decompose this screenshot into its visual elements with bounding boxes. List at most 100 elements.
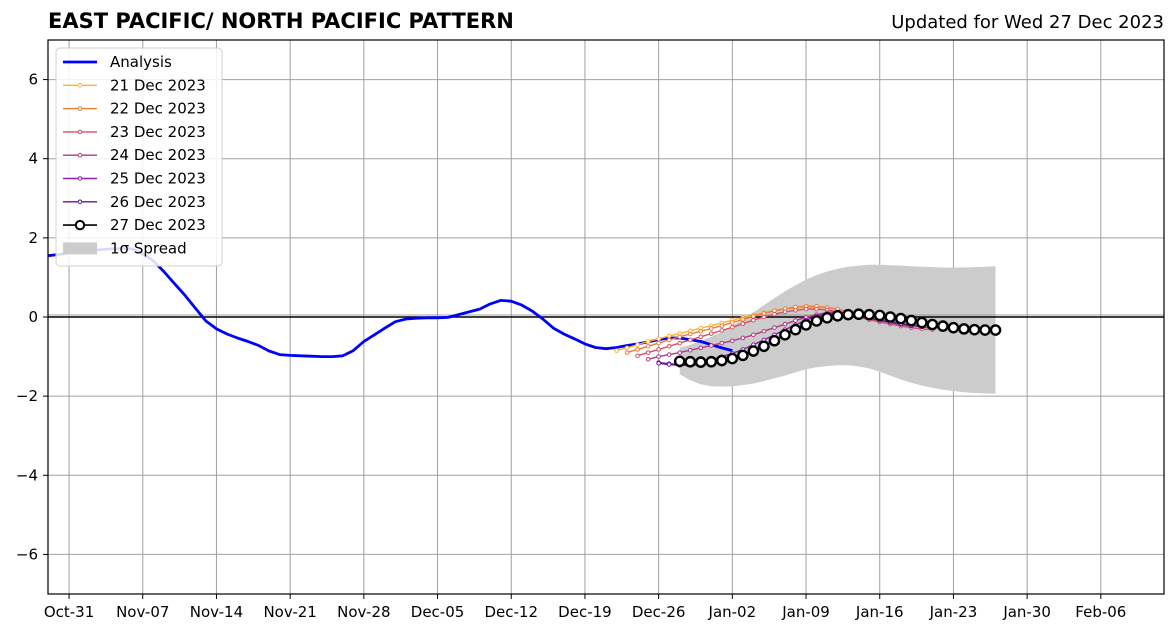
legend-swatch: [63, 242, 97, 255]
legend-item: 26 Dec 2023: [63, 193, 206, 211]
forecast-point: [730, 338, 735, 344]
latest-point: [989, 324, 1002, 336]
chart-title: EAST PACIFIC/ NORTH PACIFIC PATTERN: [48, 9, 514, 33]
latest-point: [884, 311, 897, 323]
legend-marker: [74, 219, 86, 231]
y-tick-label: 6: [28, 71, 38, 89]
forecast-point: [677, 340, 682, 346]
forecast-point: [740, 317, 746, 322]
plot-area: [48, 247, 1164, 394]
latest-point: [705, 355, 718, 368]
legend-item: 27 Dec 2023: [63, 216, 206, 234]
legend-label: 23 Dec 2023: [110, 123, 206, 141]
legend-item: 25 Dec 2023: [63, 170, 206, 188]
x-tick-label: Jan-09: [781, 603, 830, 621]
latest-point: [958, 323, 970, 335]
updated-label: Updated for Wed 27 Dec 2023: [891, 12, 1164, 33]
latest-point: [768, 334, 781, 347]
forecast-point: [666, 343, 672, 349]
legend-label: 26 Dec 2023: [110, 193, 206, 211]
forecast-point: [656, 336, 661, 342]
latest-point: [926, 318, 939, 331]
x-tick-label: Nov-14: [190, 603, 243, 621]
latest-point: [821, 311, 833, 324]
latest-point: [747, 345, 760, 357]
forecast-point: [772, 308, 777, 313]
latest-point: [810, 315, 823, 327]
forecast-point: [803, 306, 809, 312]
forecast-point: [635, 347, 640, 352]
forecast-point: [645, 339, 651, 344]
x-tick-label: Nov-21: [263, 603, 316, 621]
forecast-point: [666, 352, 672, 357]
forecast-point: [624, 345, 630, 351]
latest-point: [947, 321, 960, 334]
forecast-line: [647, 311, 933, 360]
latest-point: [673, 355, 686, 368]
forecast-point: [782, 321, 788, 327]
forecast-point: [814, 306, 819, 312]
forecast-point: [666, 333, 672, 339]
x-tick-label: Nov-28: [337, 603, 390, 621]
forecast-point: [772, 311, 777, 317]
forecast-point: [793, 318, 798, 323]
forecast-point: [719, 340, 725, 346]
latest-point: [779, 329, 791, 341]
legend-label: 25 Dec 2023: [110, 170, 206, 188]
forecast-point: [761, 328, 767, 334]
legend-label: 24 Dec 2023: [110, 146, 206, 164]
x-tick-label: Nov-07: [116, 603, 169, 621]
forecast-point: [666, 362, 672, 367]
y-tick-label: 4: [28, 150, 38, 168]
spread-band: [679, 264, 996, 394]
y-tick-label: 0: [28, 308, 38, 326]
latest-point: [789, 323, 802, 336]
latest-point: [800, 319, 812, 331]
x-tick-label: Jan-23: [929, 603, 978, 621]
legend-label: 27 Dec 2023: [110, 216, 206, 234]
legend-marker: [77, 176, 83, 181]
latest-point: [905, 314, 918, 327]
forecast-point: [635, 342, 640, 348]
latest-point: [937, 320, 949, 332]
latest-point: [916, 316, 928, 329]
forecast-point: [635, 353, 640, 359]
forecast-point: [698, 345, 704, 351]
x-tick-label: Jan-30: [1002, 603, 1051, 621]
latest-point: [979, 324, 991, 336]
forecast-point: [614, 348, 619, 353]
forecast-point: [666, 337, 672, 343]
forecast-point: [645, 343, 651, 349]
legend-item: 24 Dec 2023: [63, 146, 206, 164]
legend-item: 1σ Spread: [63, 239, 187, 257]
forecast-point: [761, 311, 767, 316]
legend-label: 22 Dec 2023: [110, 100, 206, 118]
forecast-point: [677, 334, 682, 340]
legend-marker: [77, 83, 83, 88]
latest-point: [831, 310, 844, 322]
forecast-point: [698, 334, 704, 340]
legend-item: 22 Dec 2023: [63, 100, 206, 118]
forecast-point: [772, 325, 777, 330]
forecast-point: [708, 343, 714, 348]
forecast-point: [656, 354, 661, 359]
latest-point: [716, 354, 728, 367]
forecast-point: [730, 320, 735, 325]
forecast-point: [687, 337, 693, 343]
forecast-point: [740, 321, 746, 327]
x-tick-label: Jan-02: [708, 603, 757, 621]
forecast-point: [687, 331, 693, 337]
analysis-line: [48, 247, 733, 359]
forecast-point: [730, 324, 735, 330]
legend-box: [55, 47, 223, 267]
forecast-point: [751, 313, 756, 319]
latest-point: [968, 323, 981, 336]
latest-point: [758, 340, 770, 353]
legend-marker: [77, 129, 83, 135]
forecast-point: [624, 350, 630, 355]
legend-label: Analysis: [110, 53, 172, 71]
forecast-point: [719, 323, 725, 329]
forecast-point: [740, 335, 746, 341]
x-tick-label: Feb-06: [1075, 603, 1126, 621]
